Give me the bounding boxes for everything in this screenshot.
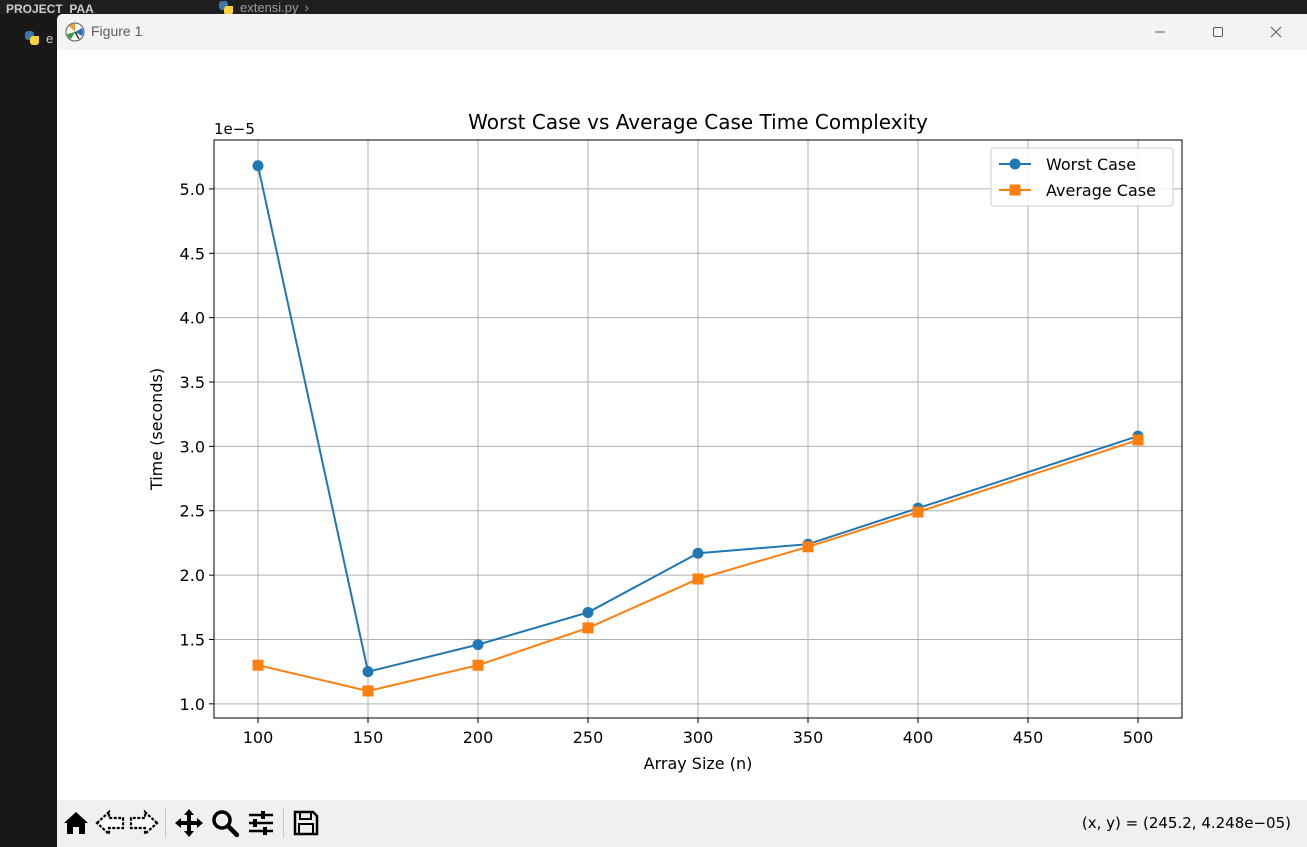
forward-arrow-icon: [129, 809, 159, 837]
home-icon: [64, 812, 88, 834]
ide-tab-label: extensi.py: [240, 0, 299, 15]
data-point: [1132, 434, 1144, 446]
x-tick-label: 350: [793, 728, 824, 747]
configure-subplots-button[interactable]: [244, 806, 278, 840]
figure-window: Figure 1 100 150 200 250 300 350 400 450 500 1.0 1…: [57, 14, 1307, 847]
minimize-icon: [1155, 31, 1165, 33]
maximize-icon: [1213, 27, 1223, 37]
legend-marker: [1009, 184, 1021, 196]
y-tick-label: 1.5: [180, 630, 205, 649]
line-chart[interactable]: 100 150 200 250 300 350 400 450 500 1.0 1.5 2.0 2.5 3…: [57, 50, 1307, 800]
data-point: [472, 639, 484, 651]
close-button[interactable]: [1247, 14, 1305, 50]
forward-button[interactable]: [127, 806, 161, 840]
toolbar-separator: [165, 808, 166, 838]
data-point: [252, 160, 264, 172]
ide-sidebar: e: [0, 14, 57, 847]
y-tick-label: 3.5: [180, 373, 205, 392]
legend-label: Average Case: [1046, 181, 1156, 200]
series-average-case: [252, 434, 1144, 697]
zoom-button[interactable]: [208, 806, 242, 840]
x-tick-label: 250: [573, 728, 604, 747]
ide-top-bar: PROJECT_PAA extensi.py ›: [0, 0, 1307, 16]
legend-marker: [1009, 158, 1021, 170]
home-button[interactable]: [59, 806, 93, 840]
maximize-button[interactable]: [1189, 14, 1247, 50]
chevron-right-icon: ›: [304, 0, 309, 15]
move-icon: [175, 809, 203, 837]
x-tick-label: 100: [243, 728, 274, 747]
data-point: [692, 547, 704, 559]
minimize-button[interactable]: [1131, 14, 1189, 50]
search-icon: [212, 810, 239, 837]
matplotlib-app-icon: [65, 22, 85, 42]
chart-title: Worst Case vs Average Case Time Complexi…: [468, 110, 928, 134]
y-axis-label: Time (seconds): [147, 368, 166, 491]
data-point: [252, 659, 264, 671]
ide-file-label: e: [46, 30, 54, 46]
y-tick-label: 4.0: [180, 309, 205, 328]
data-point: [472, 659, 484, 671]
data-point: [582, 606, 594, 618]
data-point: [692, 573, 704, 585]
series-line: [257, 438, 1139, 693]
window-titlebar[interactable]: Figure 1: [57, 14, 1307, 50]
data-point: [362, 666, 374, 678]
back-arrow-icon: [95, 809, 125, 837]
sliders-icon: [249, 811, 273, 835]
close-icon: [1270, 26, 1282, 38]
floppy-disk-icon: [293, 810, 319, 836]
series-line: [257, 165, 1139, 673]
back-button[interactable]: [93, 806, 127, 840]
window-title: Figure 1: [91, 23, 143, 39]
toolbar-separator: [283, 808, 284, 838]
y-tick-label: 2.0: [180, 566, 205, 585]
x-tick-label: 450: [1013, 728, 1044, 747]
x-tick-label: 200: [463, 728, 494, 747]
python-file-icon: [218, 0, 234, 16]
x-tick-label: 300: [683, 728, 714, 747]
x-axis-label: Array Size (n): [644, 754, 753, 773]
ide-editor-tab[interactable]: extensi.py ›: [218, 0, 309, 16]
y-tick-label: 4.5: [180, 244, 205, 263]
figure-toolbar: (x, y) = (245.2, 4.248e−05): [57, 800, 1307, 847]
data-point: [582, 622, 594, 634]
x-tick-label: 400: [903, 728, 934, 747]
ide-file-item[interactable]: e: [24, 30, 53, 46]
figure-canvas[interactable]: 100 150 200 250 300 350 400 450 500 1.0 1.5 2.0 2.5 3…: [57, 50, 1307, 800]
legend-box: [990, 147, 1174, 207]
legend-entry: Worst Case: [999, 155, 1136, 174]
ide-project-label: PROJECT_PAA: [6, 2, 94, 16]
legend-entry: Average Case: [999, 181, 1156, 200]
x-tick-label: 500: [1123, 728, 1154, 747]
python-file-icon: [24, 30, 40, 46]
y-tick-label: 5.0: [180, 180, 205, 199]
cursor-coordinates: (x, y) = (245.2, 4.248e−05): [1081, 814, 1291, 832]
y-axis-scale-label: 1e−5: [214, 120, 255, 138]
save-button[interactable]: [289, 806, 323, 840]
y-tick-label: 1.0: [180, 695, 205, 714]
chart-legend: Worst Case Average Case: [990, 147, 1174, 207]
x-tick-label: 150: [353, 728, 384, 747]
data-point: [802, 541, 814, 553]
pan-button[interactable]: [172, 806, 206, 840]
data-point: [912, 506, 924, 518]
y-tick-label: 3.0: [180, 437, 205, 456]
y-tick-label: 2.5: [180, 502, 205, 521]
legend-label: Worst Case: [1046, 155, 1136, 174]
data-point: [362, 685, 374, 697]
